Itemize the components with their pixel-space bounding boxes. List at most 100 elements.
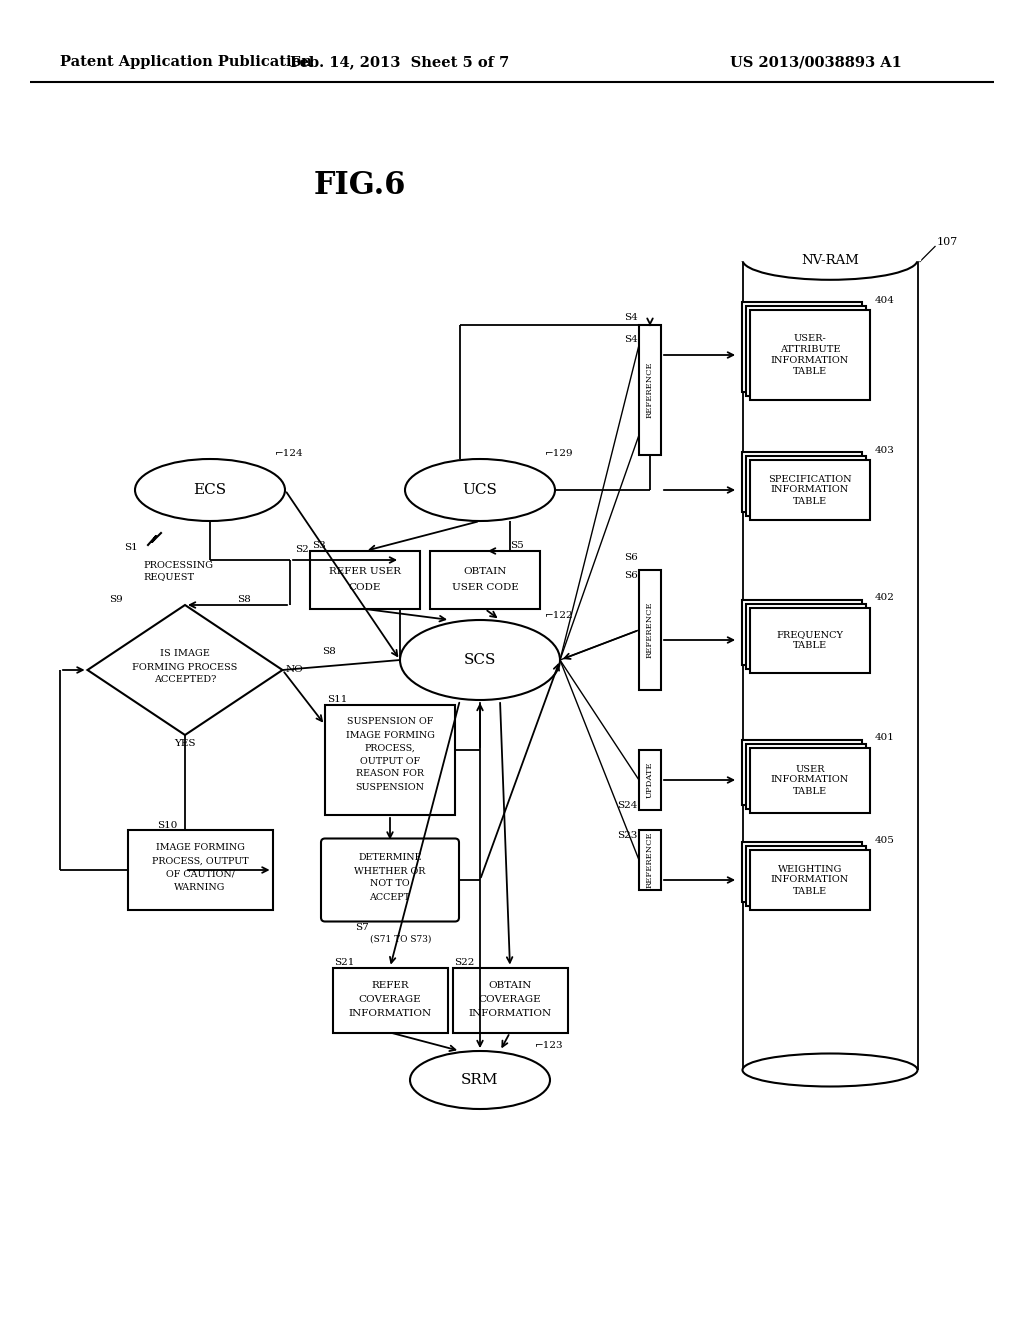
Text: REFER USER: REFER USER	[329, 568, 401, 577]
Text: IMAGE FORMING: IMAGE FORMING	[345, 730, 434, 739]
Text: SPECIFICATION: SPECIFICATION	[768, 474, 852, 483]
FancyBboxPatch shape	[321, 838, 459, 921]
Text: ⌐124: ⌐124	[275, 450, 304, 458]
Text: INFORMATION: INFORMATION	[771, 356, 849, 366]
Text: S3: S3	[312, 541, 326, 550]
Text: FREQUENCY: FREQUENCY	[776, 630, 844, 639]
Text: UCS: UCS	[463, 483, 498, 498]
FancyBboxPatch shape	[746, 306, 866, 396]
FancyBboxPatch shape	[325, 705, 455, 814]
Text: S23: S23	[617, 832, 638, 841]
Text: SCS: SCS	[464, 653, 497, 667]
Text: (S71 TO S73): (S71 TO S73)	[370, 935, 431, 944]
Text: 401: 401	[874, 734, 895, 742]
Text: USER CODE: USER CODE	[452, 583, 518, 593]
FancyBboxPatch shape	[746, 455, 866, 516]
Text: COVERAGE: COVERAGE	[478, 995, 542, 1005]
Text: S5: S5	[510, 541, 523, 550]
Text: TABLE: TABLE	[793, 367, 827, 376]
Text: ⌐123: ⌐123	[535, 1041, 563, 1051]
Text: S6: S6	[625, 570, 638, 579]
FancyBboxPatch shape	[639, 570, 662, 690]
FancyBboxPatch shape	[453, 968, 567, 1032]
Text: REFERENCE: REFERENCE	[646, 832, 654, 888]
Text: ACCEPT: ACCEPT	[370, 892, 411, 902]
FancyBboxPatch shape	[742, 599, 862, 664]
Text: TABLE: TABLE	[793, 642, 827, 649]
Text: S4: S4	[625, 335, 638, 345]
Text: NOT TO: NOT TO	[371, 879, 410, 888]
Text: Feb. 14, 2013  Sheet 5 of 7: Feb. 14, 2013 Sheet 5 of 7	[291, 55, 510, 69]
Ellipse shape	[406, 459, 555, 521]
Text: USER: USER	[796, 764, 824, 774]
Text: 403: 403	[874, 446, 895, 455]
Ellipse shape	[742, 1053, 918, 1086]
Text: S11: S11	[327, 696, 347, 705]
FancyBboxPatch shape	[639, 830, 662, 890]
Text: WEIGHTING: WEIGHTING	[778, 865, 842, 874]
Text: INFORMATION: INFORMATION	[771, 486, 849, 495]
Text: ⌐122: ⌐122	[545, 610, 573, 619]
Ellipse shape	[742, 240, 918, 280]
FancyBboxPatch shape	[639, 325, 662, 455]
Text: CODE: CODE	[349, 583, 381, 593]
FancyBboxPatch shape	[639, 750, 662, 810]
Text: S7: S7	[355, 923, 369, 932]
Text: REFERENCE: REFERENCE	[646, 362, 654, 418]
Text: INFORMATION: INFORMATION	[771, 875, 849, 884]
Text: REFER: REFER	[371, 982, 409, 990]
Text: COVERAGE: COVERAGE	[358, 995, 421, 1005]
FancyBboxPatch shape	[742, 842, 862, 902]
Text: ECS: ECS	[194, 483, 226, 498]
FancyBboxPatch shape	[750, 310, 870, 400]
Text: OBTAIN: OBTAIN	[488, 982, 531, 990]
Text: OF CAUTION/: OF CAUTION/	[166, 870, 234, 879]
Text: PROCESSING: PROCESSING	[143, 561, 213, 569]
Text: S1: S1	[124, 544, 138, 553]
Text: UPDATE: UPDATE	[646, 762, 654, 799]
Text: NO: NO	[286, 665, 303, 675]
Text: USER-: USER-	[794, 334, 826, 343]
Text: OBTAIN: OBTAIN	[463, 568, 507, 577]
Text: OUTPUT OF: OUTPUT OF	[360, 756, 420, 766]
FancyBboxPatch shape	[746, 846, 866, 906]
Polygon shape	[87, 605, 283, 735]
Text: TABLE: TABLE	[793, 496, 827, 506]
Text: TABLE: TABLE	[793, 887, 827, 895]
Text: 404: 404	[874, 296, 895, 305]
Text: S24: S24	[617, 800, 638, 809]
Text: S21: S21	[335, 958, 355, 968]
Text: IS IMAGE: IS IMAGE	[160, 649, 210, 659]
Text: INFORMATION: INFORMATION	[468, 1010, 552, 1019]
FancyBboxPatch shape	[310, 550, 420, 609]
Text: 402: 402	[874, 594, 895, 602]
Text: PROCESS,: PROCESS,	[365, 743, 416, 752]
Text: FORMING PROCESS: FORMING PROCESS	[132, 663, 238, 672]
Ellipse shape	[410, 1051, 550, 1109]
Text: SUSPENSION: SUSPENSION	[355, 783, 425, 792]
FancyBboxPatch shape	[746, 603, 866, 668]
Text: REASON FOR: REASON FOR	[356, 770, 424, 779]
Text: SUSPENSION OF: SUSPENSION OF	[347, 718, 433, 726]
Text: PROCESS, OUTPUT: PROCESS, OUTPUT	[152, 857, 248, 866]
Text: TABLE: TABLE	[793, 787, 827, 796]
Text: WHETHER OR: WHETHER OR	[354, 866, 426, 875]
Text: S2: S2	[295, 545, 309, 554]
Text: SRM: SRM	[461, 1073, 499, 1086]
Text: S22: S22	[455, 958, 475, 968]
Text: S10: S10	[158, 821, 178, 829]
Text: Patent Application Publication: Patent Application Publication	[60, 55, 312, 69]
Text: S9: S9	[110, 595, 123, 605]
Text: US 2013/0038893 A1: US 2013/0038893 A1	[730, 55, 902, 69]
Text: 405: 405	[874, 836, 895, 845]
Text: S8: S8	[238, 595, 251, 605]
Text: S6: S6	[625, 553, 638, 562]
FancyBboxPatch shape	[128, 830, 272, 909]
FancyBboxPatch shape	[333, 968, 447, 1032]
Text: S4: S4	[625, 314, 638, 322]
Text: ACCEPTED?: ACCEPTED?	[154, 676, 216, 685]
Ellipse shape	[400, 620, 560, 700]
Text: REFERENCE: REFERENCE	[646, 602, 654, 659]
Text: DETERMINE: DETERMINE	[358, 854, 422, 862]
Text: ATTRIBUTE: ATTRIBUTE	[779, 345, 841, 354]
